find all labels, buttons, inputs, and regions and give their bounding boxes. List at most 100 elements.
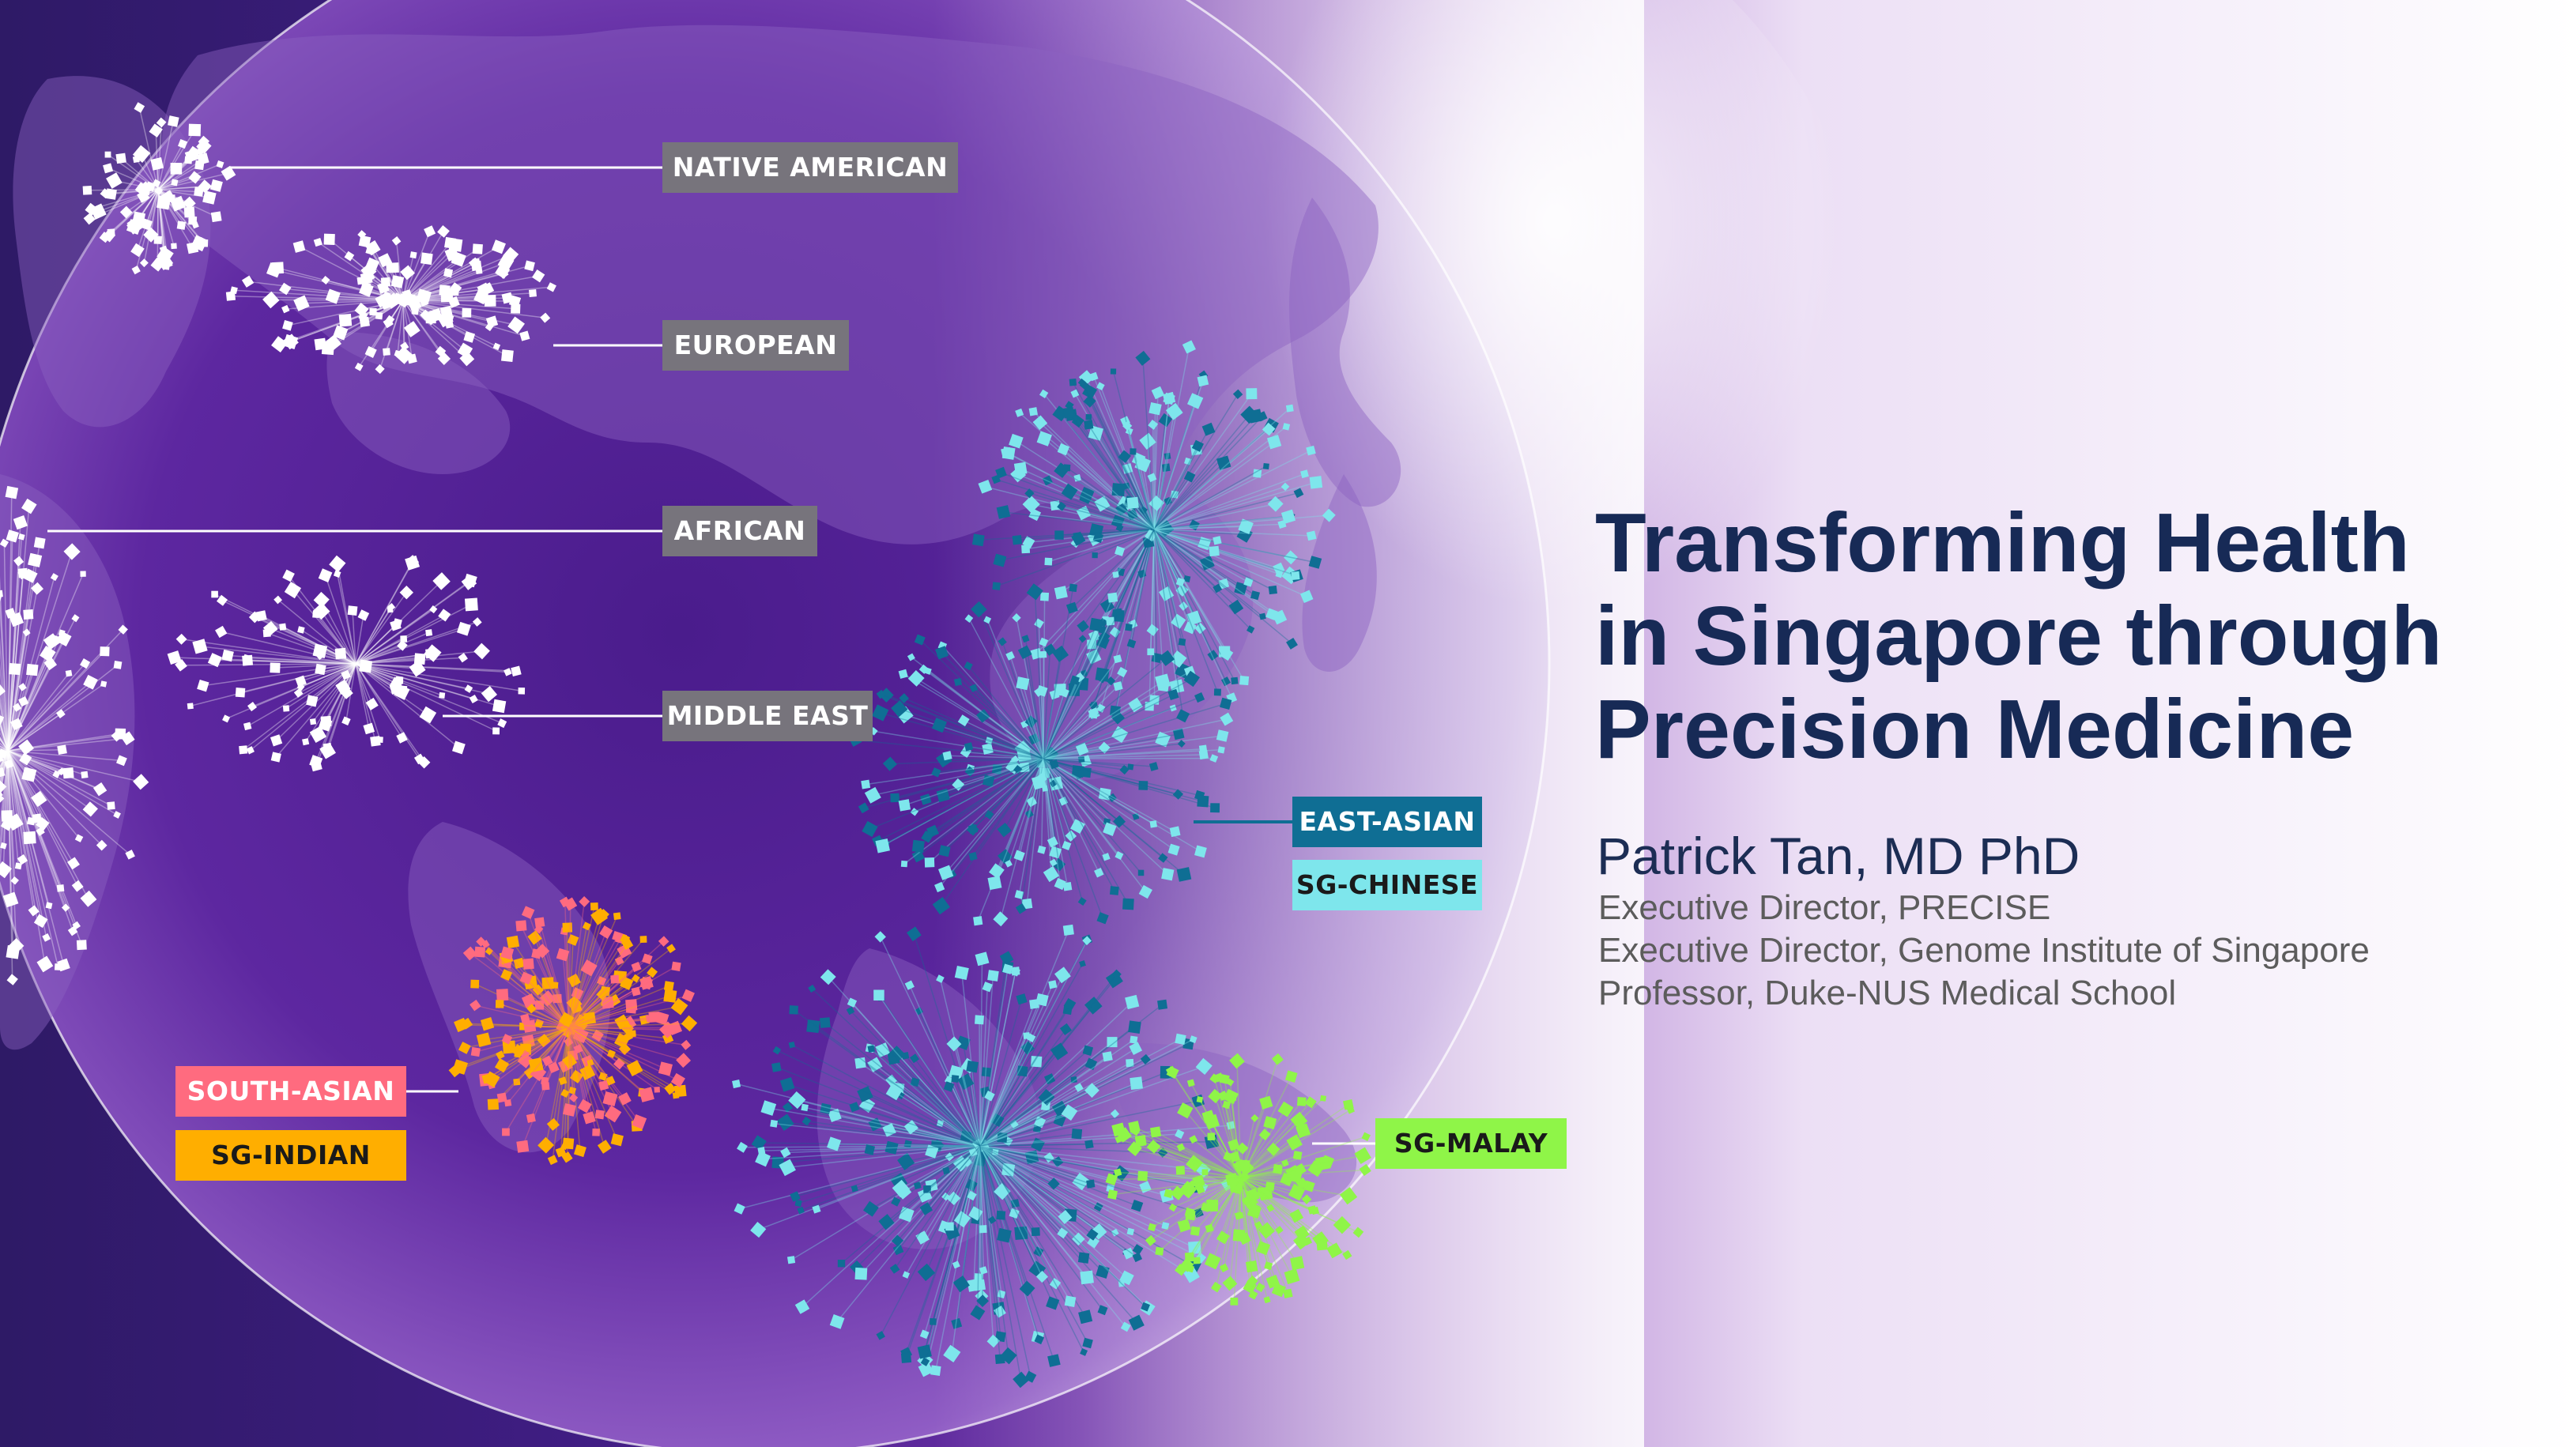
cluster-point xyxy=(241,275,255,288)
cluster-ray xyxy=(1082,529,1155,627)
cluster-ray xyxy=(568,1027,571,1110)
label-east-asian: EAST-ASIAN xyxy=(1292,797,1482,847)
cluster-ray xyxy=(7,750,74,864)
cluster-ray xyxy=(979,1078,1050,1147)
cluster-point xyxy=(903,1140,912,1148)
cluster-ray xyxy=(1043,758,1216,808)
cluster-point xyxy=(1015,903,1027,914)
cluster-ray xyxy=(0,750,9,853)
cluster-point xyxy=(632,974,640,983)
cluster-ray xyxy=(7,673,70,752)
cluster-point xyxy=(1290,1256,1305,1271)
cluster-point xyxy=(1137,1170,1148,1181)
cluster-ray xyxy=(1142,358,1155,530)
cluster-point xyxy=(1283,1288,1293,1298)
cluster-point xyxy=(481,685,498,703)
cluster-point xyxy=(354,302,369,318)
cluster-point xyxy=(0,789,3,800)
cluster-point xyxy=(1044,557,1053,566)
cluster-ray xyxy=(7,750,40,800)
cluster-point xyxy=(992,582,1001,590)
cluster-point xyxy=(591,1029,604,1042)
cluster-point xyxy=(797,1206,805,1215)
cluster-ray xyxy=(402,300,442,352)
cluster-point xyxy=(1147,473,1157,483)
cluster-point xyxy=(1172,728,1185,740)
cluster-ray xyxy=(1240,1177,1343,1226)
cluster-point xyxy=(391,236,402,246)
cluster-ray xyxy=(1009,655,1044,759)
cluster-ray xyxy=(355,604,472,665)
cluster-point xyxy=(1275,570,1284,578)
south-asian-cluster xyxy=(448,895,698,1166)
cluster-point xyxy=(532,269,545,283)
cluster-point xyxy=(573,1044,583,1054)
cluster-point xyxy=(262,291,280,309)
cluster-point xyxy=(1178,638,1186,646)
cluster-point xyxy=(62,767,74,779)
cluster-point xyxy=(1145,1234,1156,1246)
cluster-point xyxy=(1284,1268,1300,1285)
cluster-ray xyxy=(800,1145,981,1211)
cluster-ray xyxy=(221,600,356,665)
cluster-point xyxy=(1275,1226,1284,1234)
cluster-point xyxy=(518,688,526,695)
cluster-point xyxy=(1155,731,1171,748)
cluster-ray xyxy=(355,663,516,672)
cluster-ray xyxy=(568,1027,601,1115)
cluster-point xyxy=(222,714,231,723)
cluster-point xyxy=(448,238,463,252)
cluster-ray xyxy=(402,262,477,301)
cluster-point xyxy=(1146,624,1159,636)
cluster-point xyxy=(17,567,28,578)
cluster-point xyxy=(872,704,889,722)
cluster-point xyxy=(359,316,370,328)
cluster-point xyxy=(963,1157,973,1167)
cluster-ray xyxy=(355,615,364,665)
cluster-point xyxy=(495,1000,504,1008)
cluster-ray xyxy=(1061,469,1155,530)
cluster-point xyxy=(1014,1226,1028,1240)
cluster-point xyxy=(932,897,950,915)
cluster-point xyxy=(618,1042,632,1056)
cluster-point xyxy=(1084,1140,1094,1149)
cluster-point xyxy=(522,1019,537,1033)
cluster-point xyxy=(321,342,334,356)
cluster-ray xyxy=(1231,1098,1242,1178)
cluster-point xyxy=(553,993,562,1004)
cluster-ray xyxy=(979,1111,1070,1147)
cluster-point xyxy=(882,1123,896,1137)
cluster-ray xyxy=(1043,596,1046,759)
cluster-point xyxy=(354,362,364,371)
cluster-point xyxy=(1130,1200,1144,1212)
cluster-ray xyxy=(1153,529,1195,680)
cluster-point xyxy=(18,739,35,756)
cluster-ray xyxy=(1124,456,1155,530)
cluster-point xyxy=(1217,746,1225,754)
cluster-point xyxy=(1070,389,1080,398)
cluster-point xyxy=(934,881,945,893)
cluster-ray xyxy=(979,1133,1077,1147)
cluster-point xyxy=(618,1092,632,1106)
cluster-point xyxy=(1131,1127,1141,1136)
cluster-ray xyxy=(979,1145,1166,1227)
cluster-point xyxy=(1063,997,1077,1011)
cluster-ray xyxy=(1043,758,1120,856)
cluster-ray xyxy=(0,680,9,752)
cluster-point xyxy=(539,990,556,1007)
cluster-ray xyxy=(0,750,9,834)
cluster-point xyxy=(1107,1189,1118,1200)
cluster-ray xyxy=(1017,758,1044,771)
cluster-ray xyxy=(7,663,86,752)
cluster-ray xyxy=(0,750,9,768)
cluster-point xyxy=(1044,746,1059,762)
cluster-ray xyxy=(979,1028,1067,1147)
cluster-ray xyxy=(1153,473,1258,530)
cluster-point xyxy=(171,179,179,187)
cluster-point xyxy=(517,1052,534,1068)
cluster-point xyxy=(666,944,676,954)
cluster-ray xyxy=(949,1145,981,1227)
cluster-point xyxy=(1128,1314,1145,1331)
cluster-point xyxy=(1111,1122,1126,1137)
cluster-point xyxy=(310,759,322,772)
